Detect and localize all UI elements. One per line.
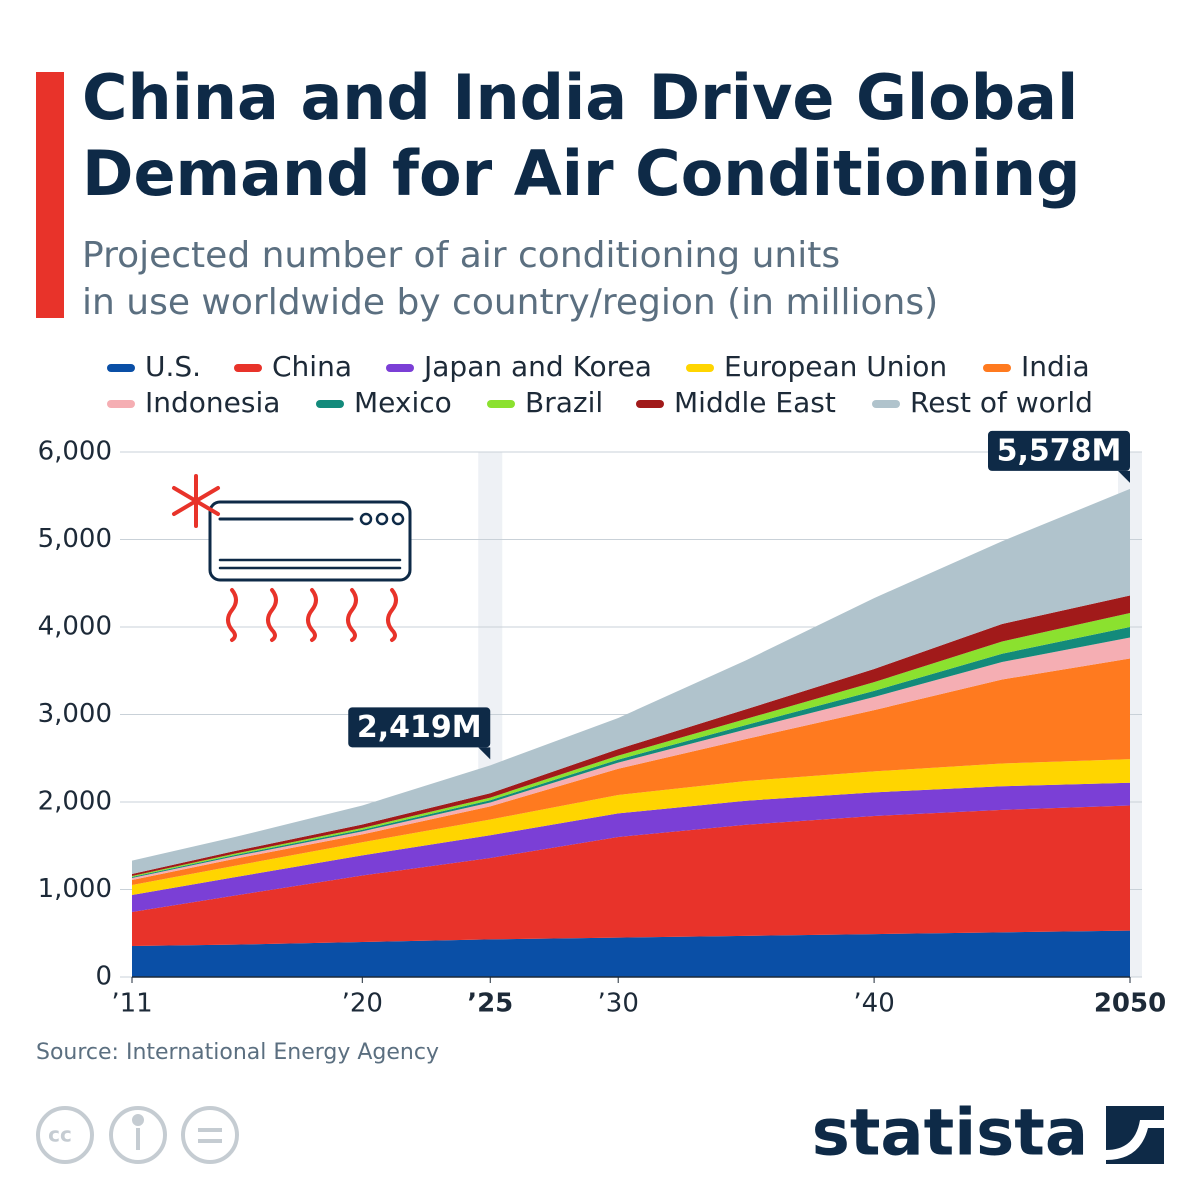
legend-swatch (316, 400, 344, 408)
area (132, 759, 1130, 896)
annotation-pointer (478, 747, 491, 760)
legend-label: Indonesia (145, 386, 280, 419)
y-tick-label: 0 (95, 962, 112, 992)
annotation-pointer (1118, 470, 1130, 483)
annotation-label: 5,578M (997, 433, 1122, 468)
area (132, 658, 1130, 886)
subtitle-line: in use worldwide by country/region (in m… (82, 282, 938, 323)
x-tick-label: ’25 (467, 989, 513, 1019)
legend-label: Middle East (674, 386, 836, 419)
legend-swatch (107, 400, 135, 408)
legend-label: India (1021, 350, 1090, 383)
legend-swatch (686, 364, 714, 372)
annotation-box (988, 430, 1130, 471)
brand: statista (812, 1097, 1088, 1171)
legend-label: Brazil (525, 386, 603, 419)
area (132, 805, 1130, 947)
subtitle-line: Projected number of air conditioning uni… (82, 235, 840, 276)
brand-logo (1106, 1106, 1164, 1164)
title-line: Demand for Air Conditioning (82, 137, 1080, 210)
annotation-box (348, 707, 491, 748)
legend-label: Mexico (354, 386, 452, 419)
legend-label: China (272, 350, 352, 383)
accent-bar (36, 72, 64, 318)
y-tick-label: 6,000 (38, 437, 112, 467)
legend-swatch (386, 364, 414, 372)
x-tick-label: 2050 (1094, 989, 1166, 1019)
x-tick-label: ’20 (342, 989, 383, 1019)
area (132, 627, 1130, 879)
ac-icon (172, 474, 412, 642)
legend-label: U.S. (145, 350, 201, 383)
x-tick-label: ’40 (853, 989, 894, 1019)
legend-swatch (234, 364, 262, 372)
legend-swatch (636, 400, 664, 408)
area (132, 637, 1130, 880)
y-tick-label: 3,000 (38, 699, 112, 729)
legend-swatch (872, 400, 900, 408)
y-tick-label: 5,000 (38, 524, 112, 554)
legend-label: European Union (724, 350, 947, 383)
area (132, 782, 1130, 912)
source: Source: International Energy Agency (36, 1040, 439, 1065)
legend-label: Japan and Korea (422, 350, 652, 383)
area (132, 930, 1130, 977)
area (132, 595, 1130, 877)
y-tick-label: 2,000 (38, 787, 112, 817)
x-tick-label: ’11 (111, 989, 152, 1019)
legend-label: Rest of world (910, 386, 1093, 419)
cc-mark: cc (48, 1123, 72, 1147)
y-tick-label: 4,000 (38, 612, 112, 642)
x-tick-label: ’30 (598, 989, 639, 1019)
legend-swatch (983, 364, 1011, 372)
plot: 0 1,000 2,000 3,000 4,000 5,000 6,000 ’11 ’20 ’25… (38, 430, 1166, 1019)
y-tick-label: 1,000 (38, 874, 112, 904)
title-line: China and India Drive Global (82, 61, 1078, 134)
annotation-label: 2,419M (357, 710, 482, 745)
legend-swatch (487, 400, 515, 408)
license-icons (36, 1106, 239, 1164)
area (132, 613, 1130, 877)
legend-swatch (107, 364, 135, 372)
